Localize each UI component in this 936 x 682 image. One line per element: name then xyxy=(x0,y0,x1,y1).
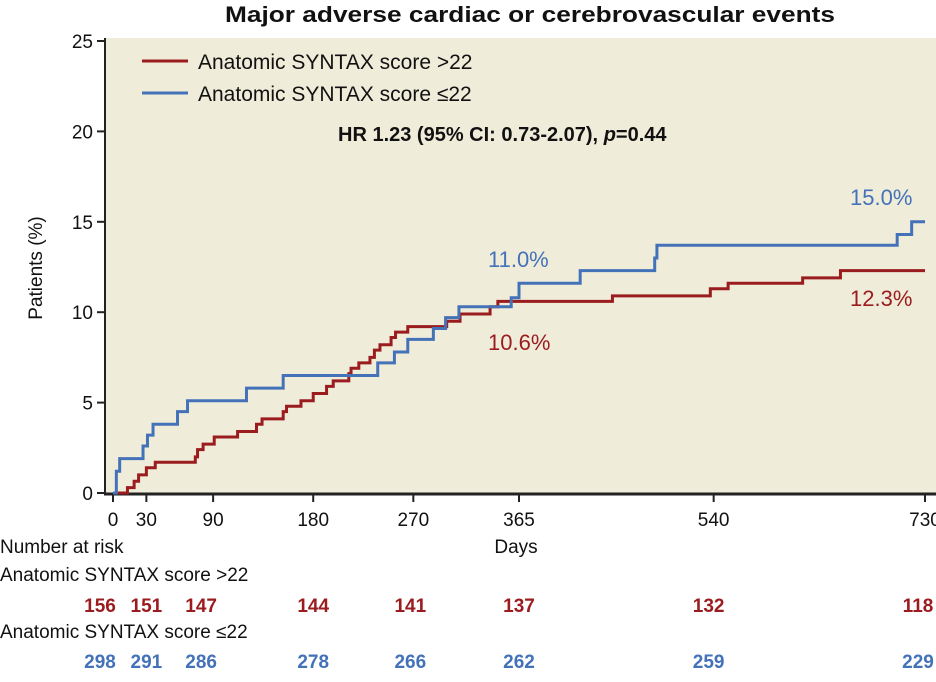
x-tick-label: 90 xyxy=(203,510,224,531)
plot-background xyxy=(105,38,936,494)
y-tick-label: 5 xyxy=(82,394,93,415)
x-tick-label: 0 xyxy=(108,510,119,531)
y-tick-label: 15 xyxy=(72,213,93,234)
x-tick-label: 270 xyxy=(397,510,429,531)
chart-title: Major adverse cardiac or cerebrovascular… xyxy=(225,2,835,27)
risk-value: 298 xyxy=(84,652,116,673)
hr-text: HR 1.23 (95% CI: 0.73-2.07), xyxy=(338,124,604,146)
risk-value: 229 xyxy=(902,652,934,673)
risk-value: 286 xyxy=(185,652,217,673)
risk-value: 137 xyxy=(503,596,535,617)
risk-value: 151 xyxy=(131,596,163,617)
x-tick-label: 30 xyxy=(136,510,157,531)
km-curve-low xyxy=(113,220,925,495)
y-tick-label: 20 xyxy=(72,122,93,143)
risk-value: 291 xyxy=(131,652,163,673)
risk-row-label-low: Anatomic SYNTAX score ≤22 xyxy=(0,622,248,643)
legend-label-low: Anatomic SYNTAX score ≤22 xyxy=(198,83,472,106)
y-tick-label: 0 xyxy=(82,484,93,505)
blue-mid-label: 11.0% xyxy=(488,247,549,272)
x-tick-label: 730 xyxy=(909,510,936,531)
x-tick-label: 180 xyxy=(297,510,329,531)
legend-label-high: Anatomic SYNTAX score >22 xyxy=(198,51,472,74)
risk-value: 156 xyxy=(84,596,116,617)
y-tick-label: 25 xyxy=(72,32,93,53)
risk-value: 147 xyxy=(185,596,217,617)
risk-value: 118 xyxy=(903,596,934,617)
y-tick-label: 10 xyxy=(72,303,93,324)
p-value: =0.44 xyxy=(616,124,667,146)
red-mid-label: 10.6% xyxy=(488,330,550,355)
risk-row-label-high: Anatomic SYNTAX score >22 xyxy=(0,565,248,586)
risk-table-title: Number at risk xyxy=(0,537,124,558)
risk-value: 262 xyxy=(503,652,535,673)
risk-value: 141 xyxy=(394,596,426,617)
red-end-label: 12.3% xyxy=(850,286,912,311)
risk-value: 132 xyxy=(693,596,725,617)
blue-end-label: 15.0% xyxy=(850,185,912,210)
x-tick-label: 540 xyxy=(698,510,730,531)
risk-value: 278 xyxy=(297,652,329,673)
hr-annotation: HR 1.23 (95% CI: 0.73-2.07), p=0.44 xyxy=(338,124,667,146)
x-tick-label: 365 xyxy=(503,510,535,531)
x-axis-label: Days xyxy=(494,537,537,558)
risk-value: 144 xyxy=(297,596,329,617)
risk-value: 259 xyxy=(693,652,725,673)
y-axis-label: Patients (%) xyxy=(26,216,47,319)
p-label: p xyxy=(603,124,616,146)
risk-value: 266 xyxy=(394,652,426,673)
